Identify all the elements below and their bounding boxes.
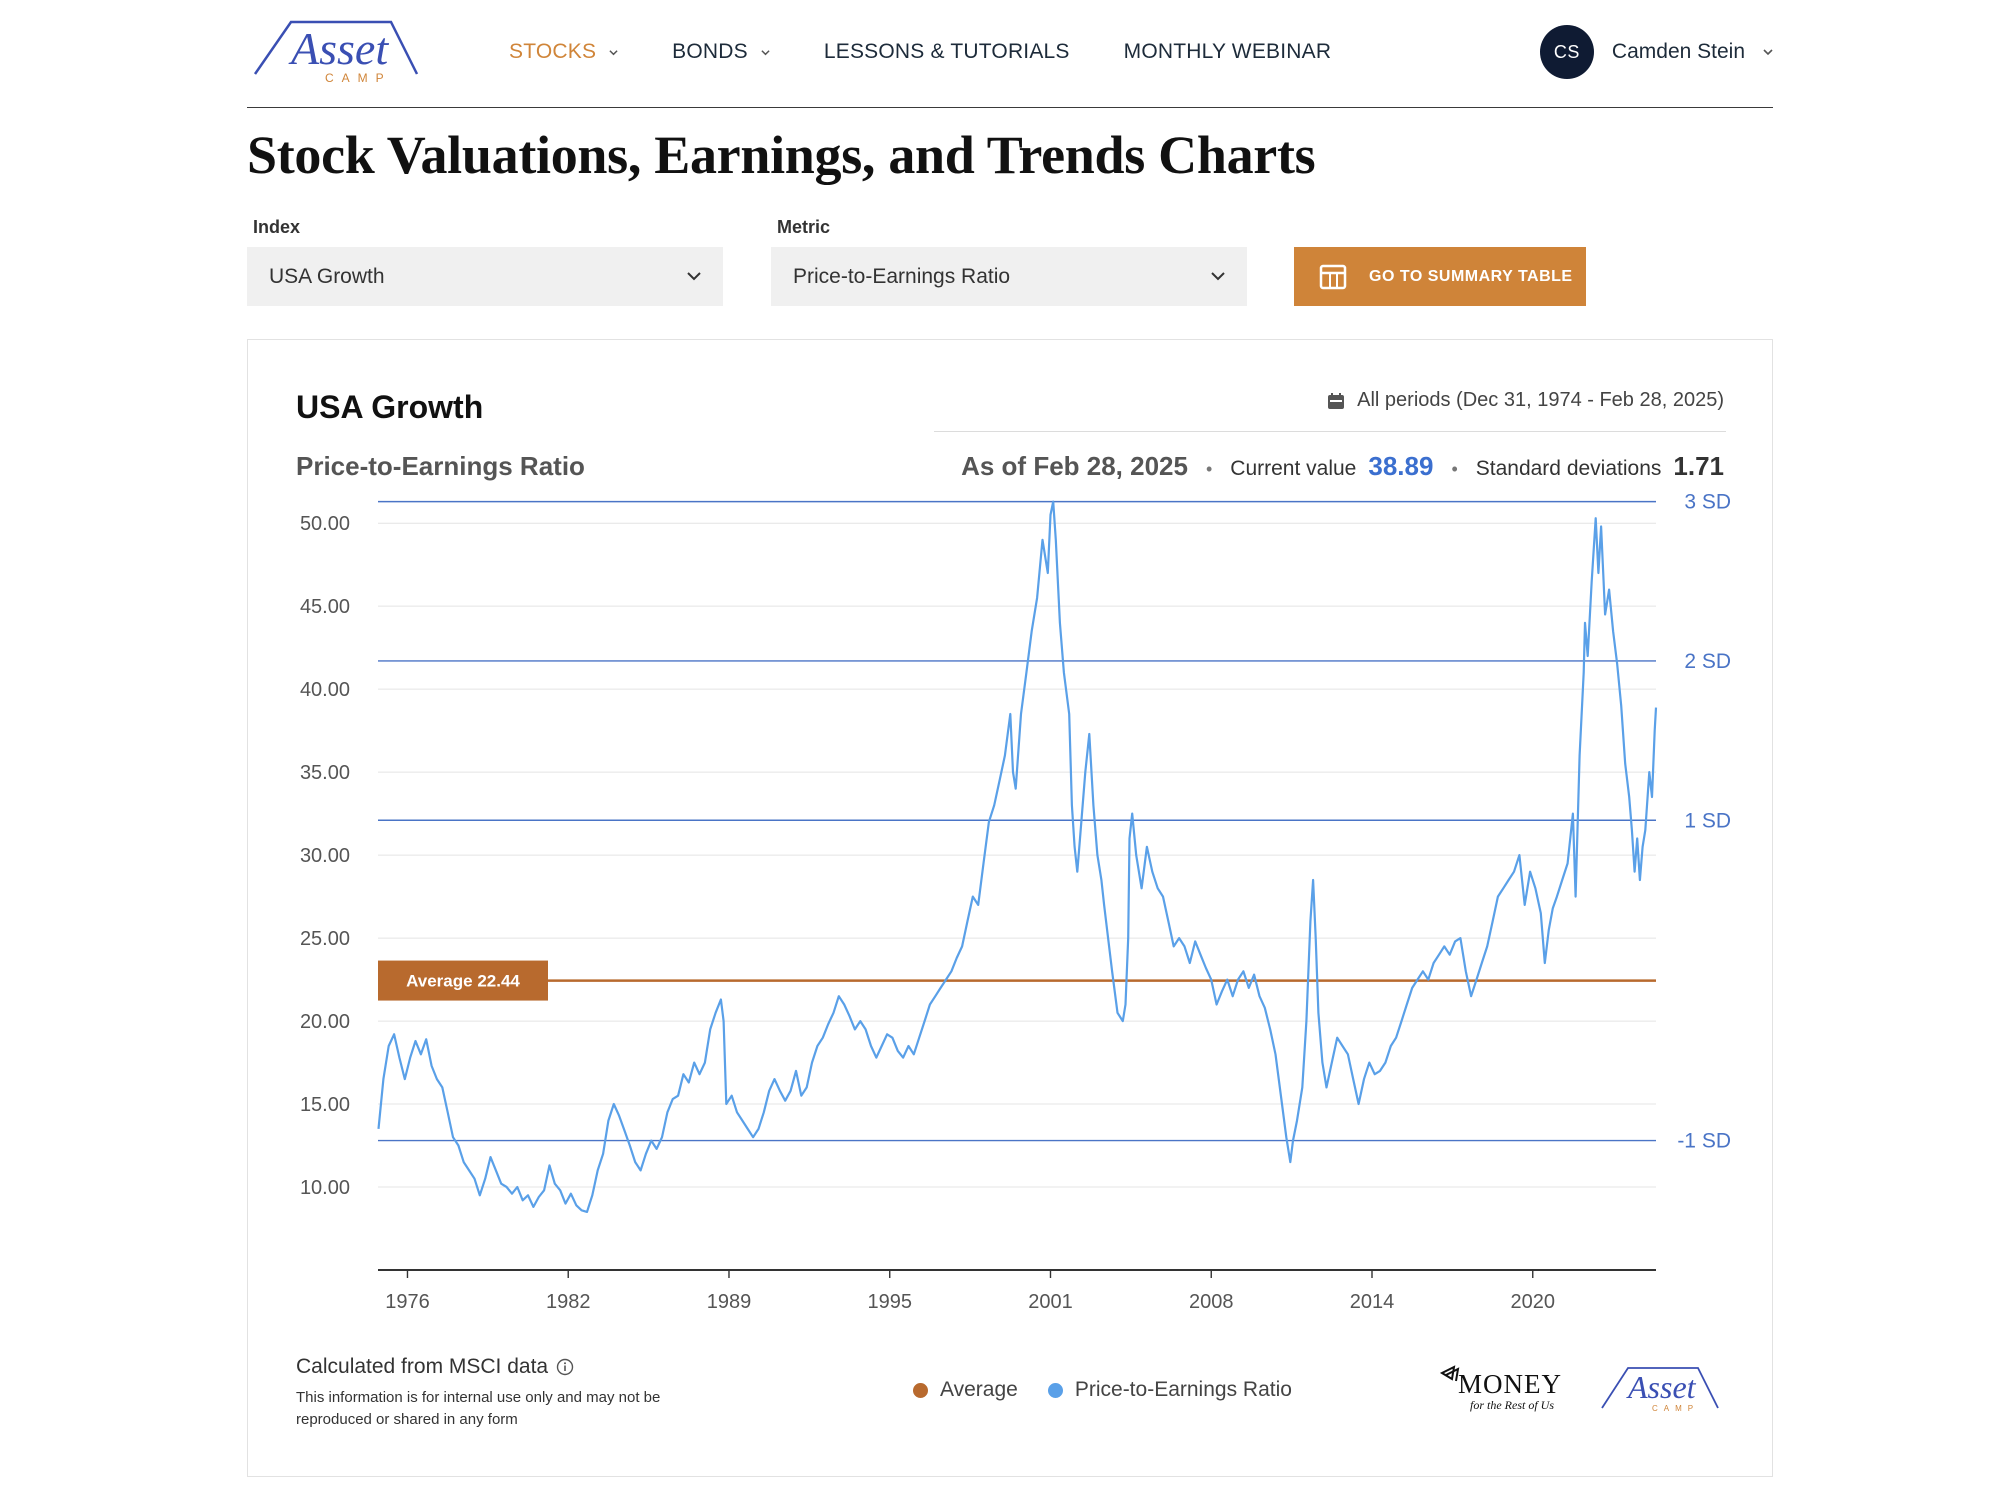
stats-row: As of Feb 28, 2025 • Current value 38.89… xyxy=(961,451,1724,482)
source-text: Calculated from MSCI data xyxy=(296,1355,549,1378)
sd-label: 1 SD xyxy=(1684,809,1731,832)
summary-table-button[interactable]: GO TO SUMMARY TABLE xyxy=(1294,247,1586,306)
nav-lessons[interactable]: LESSONS & TUTORIALS xyxy=(824,40,1070,64)
pe-ratio-series-line xyxy=(377,500,1658,1213)
data-source: Calculated from MSCI data xyxy=(296,1355,574,1379)
average-badge xyxy=(378,960,548,1001)
summary-table-label: GO TO SUMMARY TABLE xyxy=(1369,267,1573,285)
y-tick-label: 10.00 xyxy=(300,1177,350,1199)
legend-swatch xyxy=(1047,1382,1063,1398)
x-tick-label: 2001 xyxy=(1028,1291,1073,1313)
metric-select[interactable]: Price-to-Earnings Ratio xyxy=(771,247,1247,306)
current-value-label: Current value xyxy=(1230,457,1357,480)
logo-word: Asset xyxy=(288,23,389,74)
average-badge-label: Average 22.44 xyxy=(406,972,520,991)
nav-bonds-label: BONDS xyxy=(672,40,748,63)
chevron-down-icon xyxy=(687,272,701,281)
info-icon[interactable] xyxy=(556,1358,574,1376)
money-logo-tagline: for the Rest of Us xyxy=(1470,1398,1554,1412)
pe-ratio-chart: 50.00 45.00 40.00 35.00 30.00 25.00 20.00 15.00… xyxy=(300,491,1731,1313)
money-logo-text: MONEY xyxy=(1458,1369,1562,1399)
separator-dot: • xyxy=(1451,459,1458,479)
nav-stocks-label: STOCKS xyxy=(509,40,597,63)
card-subtitle: Price-to-Earnings Ratio xyxy=(296,451,585,481)
sd-label: 2 SD xyxy=(1684,650,1731,673)
top-header: Asset CAMP STOCKS BONDS LESSONS & TUTORI… xyxy=(247,0,1773,108)
y-tick-label: 50.00 xyxy=(300,513,350,535)
nav-webinar[interactable]: MONTHLY WEBINAR xyxy=(1124,40,1332,64)
metric-select-value: Price-to-Earnings Ratio xyxy=(793,264,1011,288)
index-label: Index xyxy=(253,217,301,237)
y-tick-label: 25.00 xyxy=(300,928,350,950)
x-tick-label: 2020 xyxy=(1511,1291,1556,1313)
y-tick-label: 15.00 xyxy=(300,1094,350,1116)
y-tick-label: 20.00 xyxy=(300,1011,350,1033)
sd-value: 1.71 xyxy=(1673,451,1724,481)
x-tick-label: 1976 xyxy=(385,1291,430,1313)
chart-card: USA Growth Price-to-Earnings Ratio All p… xyxy=(247,339,1773,1477)
sd-label: Standard deviations xyxy=(1475,457,1662,480)
user-name: Camden Stein xyxy=(1611,40,1745,63)
legend-average[interactable]: Average xyxy=(913,1378,1018,1402)
card-title: USA Growth xyxy=(296,389,484,425)
chevron-down-icon xyxy=(609,49,618,55)
y-tick-label: 35.00 xyxy=(300,762,350,784)
chart-legend: Average Price-to-Earnings Ratio xyxy=(913,1378,1322,1402)
user-menu[interactable]: CS Camden Stein xyxy=(1539,25,1773,79)
period-selector[interactable]: All periods (Dec 31, 1974 - Feb 28, 2025… xyxy=(1327,389,1724,412)
nav-stocks[interactable]: STOCKS xyxy=(509,40,618,64)
chevron-down-icon xyxy=(761,49,770,55)
x-tick-label: 1982 xyxy=(546,1291,591,1313)
legend-pe[interactable]: Price-to-Earnings Ratio xyxy=(1047,1378,1292,1402)
money-logo: MONEY for the Rest of Us xyxy=(1440,1365,1562,1412)
usage-note: This information is for internal use onl… xyxy=(296,1389,661,1428)
nav-webinar-label: MONTHLY WEBINAR xyxy=(1123,40,1332,63)
y-tick-label: 30.00 xyxy=(300,845,350,867)
x-tick-label: 1989 xyxy=(707,1291,752,1313)
asset-camp-logo-small: Asset CAMP xyxy=(1601,1367,1719,1413)
asset-camp-logo[interactable]: Asset CAMP xyxy=(247,16,429,86)
logo-sub-small: CAMP xyxy=(1652,1404,1699,1413)
as-of-date: As of Feb 28, 2025 xyxy=(961,451,1188,481)
separator-dot: • xyxy=(1205,459,1213,479)
logo-sub: CAMP xyxy=(325,71,392,85)
x-tick-label: 2014 xyxy=(1350,1291,1395,1313)
x-tick-label: 2008 xyxy=(1189,1291,1234,1313)
table-icon xyxy=(1319,264,1347,289)
main-nav: STOCKS BONDS LESSONS & TUTORIALS MONTHLY… xyxy=(509,40,1385,64)
footer-logos: MONEY for the Rest of Us Asset CAMP xyxy=(1440,1363,1724,1415)
index-select-value: USA Growth xyxy=(269,264,385,288)
metric-label: Metric xyxy=(777,217,831,237)
y-tick-label: 45.00 xyxy=(300,596,350,618)
logo-word-small: Asset xyxy=(1626,1369,1697,1405)
current-value: 38.89 xyxy=(1368,451,1434,481)
legend-swatch xyxy=(913,1382,928,1398)
x-tick-label: 1995 xyxy=(867,1291,912,1313)
nav-lessons-label: LESSONS & TUTORIALS xyxy=(823,40,1070,63)
avatar: CS xyxy=(1539,25,1594,79)
chevron-down-icon xyxy=(1763,49,1773,56)
period-text: All periods (Dec 31, 1974 - Feb 28, 2025… xyxy=(1357,389,1724,411)
y-tick-label: 40.00 xyxy=(300,679,350,701)
sd-label: 3 SD xyxy=(1684,491,1731,514)
legend-pe-label: Price-to-Earnings Ratio xyxy=(1074,1378,1292,1401)
page-title: Stock Valuations, Earnings, and Trends C… xyxy=(247,125,1316,185)
index-select[interactable]: USA Growth xyxy=(247,247,723,306)
divider xyxy=(934,431,1726,432)
sd-label: -1 SD xyxy=(1677,1130,1731,1153)
nav-bonds[interactable]: BONDS xyxy=(672,40,770,64)
chevron-down-icon xyxy=(1211,272,1225,281)
calendar-icon xyxy=(1328,392,1345,409)
legend-average-label: Average xyxy=(940,1378,1018,1401)
